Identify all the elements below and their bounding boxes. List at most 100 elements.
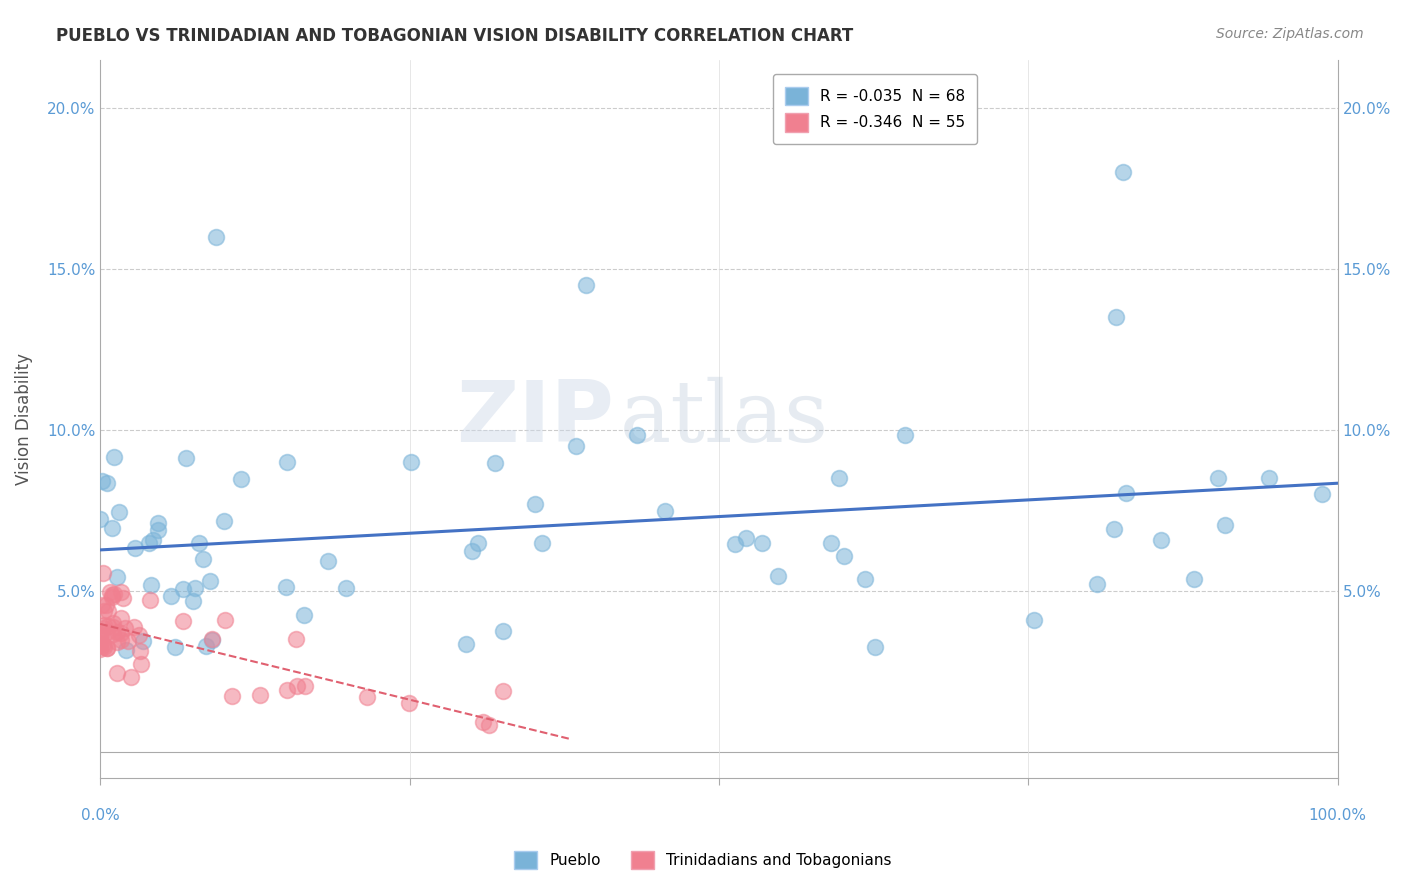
- Point: [122, 620, 145, 634]
- Point: [198, 574, 221, 588]
- Text: 100.0%: 100.0%: [1309, 808, 1367, 823]
- Point: [101, 588, 124, 602]
- Point: [141, 577, 163, 591]
- Point: [575, 278, 598, 293]
- Point: [484, 456, 506, 470]
- Point: [129, 644, 152, 658]
- Point: [1102, 522, 1125, 536]
- Point: [89, 512, 111, 526]
- Point: [724, 537, 747, 551]
- Point: [101, 590, 124, 604]
- Point: [865, 640, 887, 655]
- Point: [356, 690, 378, 705]
- Point: [1105, 310, 1128, 325]
- Point: [93, 621, 115, 635]
- Point: [456, 637, 478, 651]
- Point: [766, 569, 789, 583]
- Point: [1182, 572, 1205, 586]
- Point: [654, 503, 676, 517]
- Point: [832, 549, 855, 563]
- Point: [231, 472, 253, 486]
- Point: [201, 632, 224, 646]
- Point: [108, 505, 131, 519]
- Point: [96, 641, 118, 656]
- Point: [103, 587, 125, 601]
- Point: [110, 585, 132, 599]
- Point: [195, 639, 218, 653]
- Point: [89, 642, 111, 657]
- Point: [294, 679, 316, 693]
- Point: [1085, 576, 1108, 591]
- Point: [90, 629, 112, 643]
- Point: [1257, 471, 1279, 485]
- Point: [335, 581, 357, 595]
- Y-axis label: Vision Disability: Vision Disability: [15, 352, 32, 484]
- Point: [274, 580, 297, 594]
- Point: [467, 535, 489, 549]
- Point: [399, 455, 422, 469]
- Point: [398, 696, 420, 710]
- Point: [90, 474, 112, 488]
- Point: [174, 450, 197, 465]
- Point: [249, 688, 271, 702]
- Point: [492, 684, 515, 698]
- Point: [89, 628, 111, 642]
- Point: [90, 599, 112, 613]
- Point: [172, 582, 194, 597]
- Point: [163, 640, 186, 654]
- Point: [120, 670, 142, 684]
- Point: [110, 632, 132, 647]
- Point: [492, 624, 515, 639]
- Point: [98, 584, 121, 599]
- Point: [204, 229, 226, 244]
- Point: [172, 614, 194, 628]
- Point: [472, 715, 495, 730]
- Point: [159, 590, 181, 604]
- Point: [138, 535, 160, 549]
- Point: [93, 604, 115, 618]
- Point: [93, 640, 115, 654]
- Point: [100, 521, 122, 535]
- Point: [276, 455, 298, 469]
- Point: [101, 616, 124, 631]
- Point: [117, 633, 139, 648]
- Point: [94, 598, 117, 612]
- Point: [1312, 487, 1334, 501]
- Point: [201, 633, 224, 648]
- Point: [828, 471, 851, 485]
- Point: [187, 535, 209, 549]
- Point: [1111, 165, 1133, 179]
- Point: [292, 608, 315, 623]
- Text: atlas: atlas: [620, 377, 830, 460]
- Point: [461, 543, 484, 558]
- Point: [101, 626, 124, 640]
- Point: [287, 679, 309, 693]
- Point: [105, 570, 128, 584]
- Point: [626, 427, 648, 442]
- Point: [564, 439, 586, 453]
- Point: [820, 535, 842, 549]
- Point: [105, 635, 128, 649]
- Point: [751, 535, 773, 549]
- Point: [184, 581, 207, 595]
- Point: [89, 632, 111, 647]
- Point: [105, 666, 128, 681]
- Legend: R = -0.035  N = 68, R = -0.346  N = 55: R = -0.035 N = 68, R = -0.346 N = 55: [773, 74, 977, 144]
- Point: [96, 624, 118, 639]
- Point: [734, 531, 756, 545]
- Point: [96, 476, 118, 491]
- Point: [276, 682, 298, 697]
- Point: [142, 533, 165, 547]
- Point: [93, 618, 115, 632]
- Point: [853, 572, 876, 586]
- Point: [89, 637, 111, 651]
- Point: [129, 657, 152, 671]
- Text: PUEBLO VS TRINIDADIAN AND TOBAGONIAN VISION DISABILITY CORRELATION CHART: PUEBLO VS TRINIDADIAN AND TOBAGONIAN VIS…: [56, 27, 853, 45]
- Point: [148, 523, 170, 537]
- Legend: Pueblo, Trinidadians and Tobagonians: Pueblo, Trinidadians and Tobagonians: [508, 845, 898, 875]
- Point: [1213, 518, 1236, 533]
- Point: [97, 618, 120, 632]
- Point: [221, 690, 243, 704]
- Point: [285, 632, 308, 647]
- Point: [101, 619, 124, 633]
